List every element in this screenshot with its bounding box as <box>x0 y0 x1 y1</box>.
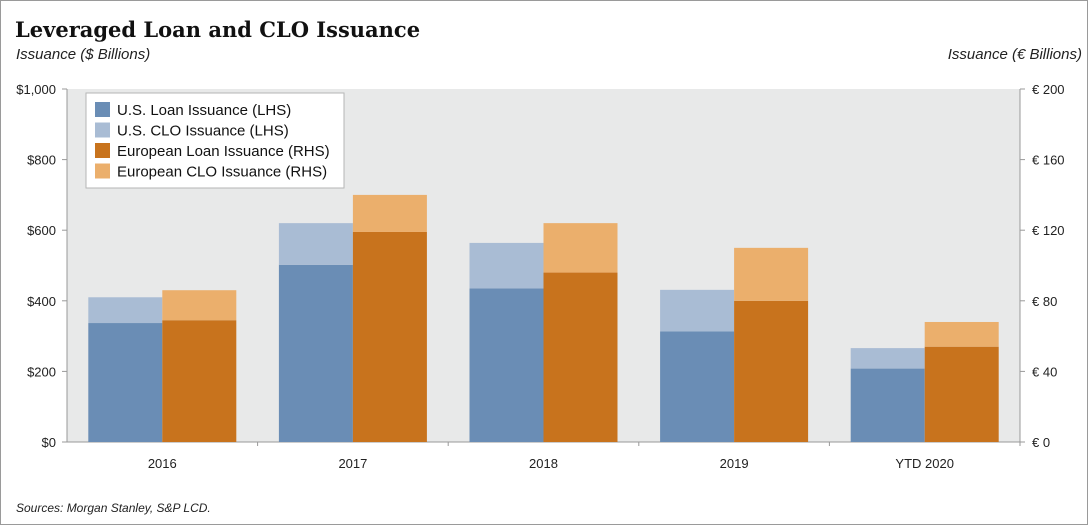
bar-eu-loan <box>352 231 427 442</box>
bar-us-clo <box>469 242 544 289</box>
left-tick-label: $1,000 <box>16 82 56 97</box>
bar-us-loan <box>469 288 544 442</box>
legend-label: European Loan Issuance (RHS) <box>117 143 330 160</box>
bar-eu-clo <box>734 247 809 301</box>
left-tick-label: $400 <box>27 294 56 309</box>
bar-us-loan <box>660 331 735 442</box>
source-note: Sources: Morgan Stanley, S&P LCD. <box>16 501 211 515</box>
x-tick-label: 2017 <box>338 456 367 471</box>
legend-swatch <box>95 102 110 117</box>
left-axis-title: Issuance ($ Billions) <box>16 46 151 63</box>
bar-eu-clo <box>162 290 237 321</box>
x-tick-label: YTD 2020 <box>895 456 954 471</box>
right-tick-label: € 200 <box>1032 82 1065 97</box>
bar-eu-loan <box>543 272 618 442</box>
legend-box <box>85 92 345 189</box>
bar-eu-loan <box>162 320 237 442</box>
bar-eu-clo <box>352 194 427 232</box>
bar-us-loan <box>88 323 163 442</box>
bar-us-clo <box>88 297 163 324</box>
bar-eu-clo <box>543 223 618 273</box>
right-tick-label: € 120 <box>1032 223 1065 238</box>
left-tick-label: $200 <box>27 364 56 379</box>
bar-us-loan <box>850 368 925 442</box>
x-tick-label: 2019 <box>720 456 749 471</box>
bar-eu-clo <box>924 321 999 347</box>
legend-label: U.S. Loan Issuance (LHS) <box>117 102 291 119</box>
right-tick-label: € 160 <box>1032 153 1065 168</box>
right-axis-title: Issuance (€ Billions) <box>947 46 1082 63</box>
bar-eu-loan <box>734 300 809 442</box>
legend-label: U.S. CLO Issuance (LHS) <box>117 123 289 140</box>
left-tick-label: $800 <box>27 153 56 168</box>
bar-us-loan <box>278 264 353 442</box>
bar-us-clo <box>278 223 353 265</box>
bar-us-clo <box>660 289 735 332</box>
right-tick-label: € 80 <box>1032 294 1057 309</box>
right-tick-label: € 40 <box>1032 364 1057 379</box>
bar-eu-loan <box>924 346 999 442</box>
right-tick-label: € 0 <box>1032 435 1050 450</box>
left-tick-label: $0 <box>42 435 56 450</box>
legend-swatch <box>95 143 110 158</box>
x-tick-label: 2018 <box>529 456 558 471</box>
chart-title: Leveraged Loan and CLO Issuance <box>15 17 421 42</box>
x-tick-label: 2016 <box>148 456 177 471</box>
legend-swatch <box>95 163 110 179</box>
legend-label: European CLO Issuance (RHS) <box>117 164 327 181</box>
left-tick-label: $600 <box>27 223 56 238</box>
legend-swatch <box>95 122 110 138</box>
bar-us-clo <box>850 348 925 369</box>
